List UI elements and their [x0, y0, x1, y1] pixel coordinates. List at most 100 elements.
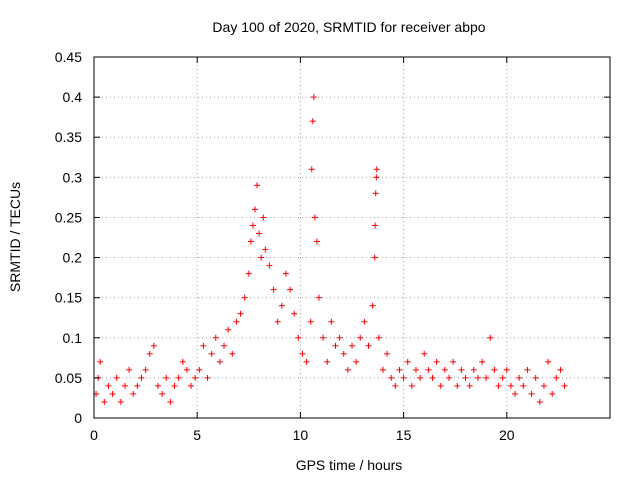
data-point — [324, 358, 331, 365]
data-point — [466, 382, 473, 389]
data-point — [446, 374, 453, 381]
data-point — [549, 390, 556, 397]
data-point — [479, 358, 486, 365]
data-point — [254, 182, 261, 189]
data-point — [450, 358, 457, 365]
y-tick-label: 0.15 — [55, 290, 82, 306]
axis-ticks: 0 5 10 15 20 0 0.05 0.1 0.15 0.2 0.25 0.3 0.35 0.4 0.4… — [55, 49, 610, 443]
data-point — [388, 374, 395, 381]
data-point — [375, 334, 382, 341]
data-point — [320, 334, 327, 341]
data-point — [361, 318, 368, 325]
data-point — [256, 230, 263, 237]
chart-title: Day 100 of 2020, SRMTID for receiver abp… — [212, 19, 485, 35]
data-points — [93, 94, 568, 405]
data-point — [520, 382, 527, 389]
data-point — [101, 398, 108, 405]
data-point — [536, 398, 543, 405]
data-point — [462, 374, 469, 381]
data-point — [251, 206, 258, 213]
y-tick-label: 0 — [74, 410, 82, 426]
data-point — [315, 294, 322, 301]
data-point — [97, 358, 104, 365]
data-point — [425, 366, 432, 373]
data-point — [183, 366, 190, 373]
data-point — [245, 270, 252, 277]
data-point — [204, 374, 211, 381]
data-point — [308, 166, 315, 173]
data-point — [373, 166, 380, 173]
y-tick-label: 0.2 — [63, 250, 83, 266]
data-point — [357, 334, 364, 341]
data-point — [291, 310, 298, 317]
data-point — [400, 374, 407, 381]
data-point — [353, 358, 360, 365]
y-tick-label: 0.1 — [63, 330, 83, 346]
data-point — [167, 398, 174, 405]
data-point — [295, 334, 302, 341]
data-point — [369, 302, 376, 309]
data-point — [545, 358, 552, 365]
data-point — [146, 350, 153, 357]
data-point — [258, 254, 265, 261]
data-point — [512, 390, 519, 397]
data-point — [507, 382, 514, 389]
data-point — [159, 390, 166, 397]
data-point — [404, 358, 411, 365]
data-point — [487, 334, 494, 341]
data-point — [340, 350, 347, 357]
data-point — [260, 214, 267, 221]
data-point — [105, 382, 112, 389]
data-point — [200, 342, 207, 349]
x-tick-label: 0 — [90, 427, 98, 443]
data-point — [553, 374, 560, 381]
data-point — [303, 358, 310, 365]
data-point — [336, 334, 343, 341]
x-tick-label: 10 — [293, 427, 309, 443]
data-point — [332, 342, 339, 349]
data-point — [528, 390, 535, 397]
data-point — [470, 366, 477, 373]
data-point — [278, 302, 285, 309]
data-point — [142, 366, 149, 373]
data-point — [270, 286, 277, 293]
grid-lines — [94, 57, 610, 418]
data-point — [196, 366, 203, 373]
data-point — [417, 374, 424, 381]
data-point — [225, 326, 232, 333]
data-point — [262, 246, 269, 253]
data-point — [373, 174, 380, 181]
data-point — [121, 382, 128, 389]
data-point — [229, 350, 236, 357]
data-point — [274, 318, 281, 325]
data-point — [495, 382, 502, 389]
data-point — [344, 366, 351, 373]
data-point — [138, 374, 145, 381]
data-point — [379, 366, 386, 373]
data-point — [266, 262, 273, 269]
data-point — [408, 382, 415, 389]
y-tick-label: 0.35 — [55, 129, 82, 145]
data-point — [247, 238, 254, 245]
data-point — [474, 374, 481, 381]
data-point — [372, 190, 379, 197]
data-point — [483, 374, 490, 381]
x-tick-label: 5 — [193, 427, 201, 443]
data-point — [113, 374, 120, 381]
data-point — [516, 374, 523, 381]
data-point — [503, 366, 510, 373]
data-point — [458, 366, 465, 373]
data-point — [371, 254, 378, 261]
x-axis-label: GPS time / hours — [296, 457, 403, 473]
data-point — [311, 214, 318, 221]
data-point — [491, 366, 498, 373]
data-point — [130, 390, 137, 397]
data-point — [540, 382, 547, 389]
data-point — [237, 310, 244, 317]
data-point — [208, 350, 215, 357]
data-point — [241, 294, 248, 301]
data-point — [532, 374, 539, 381]
data-point — [557, 366, 564, 373]
data-point — [233, 318, 240, 325]
data-point — [412, 366, 419, 373]
